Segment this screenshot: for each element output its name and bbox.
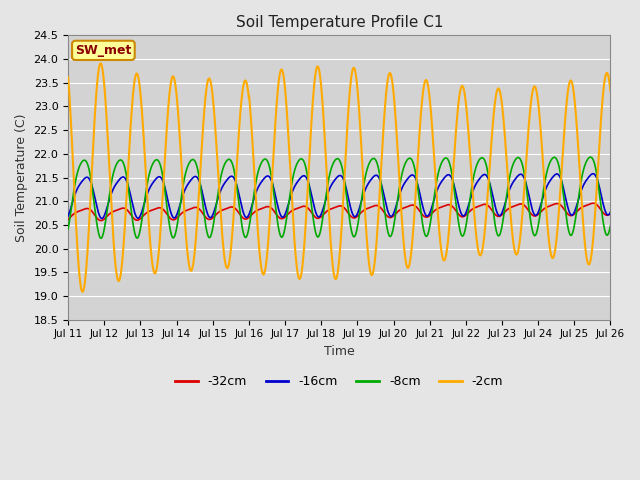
Legend: -32cm, -16cm, -8cm, -2cm: -32cm, -16cm, -8cm, -2cm <box>170 370 508 393</box>
X-axis label: Time: Time <box>324 345 355 358</box>
Y-axis label: Soil Temperature (C): Soil Temperature (C) <box>15 113 28 242</box>
Title: Soil Temperature Profile C1: Soil Temperature Profile C1 <box>236 15 443 30</box>
Text: SW_met: SW_met <box>76 44 132 57</box>
